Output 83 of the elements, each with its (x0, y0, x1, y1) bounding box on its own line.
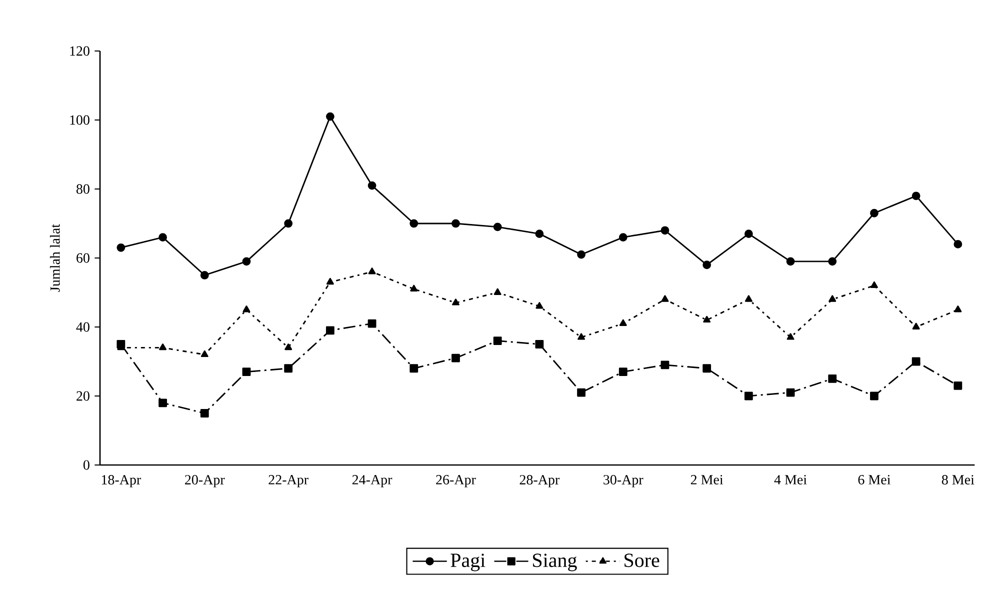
point (828, 374, 837, 383)
point (158, 398, 167, 408)
point (494, 288, 502, 295)
point (535, 230, 544, 238)
point (158, 233, 167, 242)
point (493, 336, 502, 345)
point (368, 268, 376, 274)
point (577, 388, 586, 397)
point (452, 219, 460, 228)
point (284, 219, 293, 228)
y-tick-label: 120 (70, 46, 90, 56)
point (618, 368, 628, 376)
x-tick-label: 28-Apr (520, 475, 560, 488)
y-tick-label: 40 (76, 322, 90, 332)
y-tick-label: 100 (70, 115, 90, 125)
point (744, 230, 753, 238)
y-tick-label: 0 (83, 460, 90, 470)
point (200, 350, 208, 358)
point (159, 343, 167, 350)
point (326, 326, 334, 335)
point (368, 319, 376, 328)
point (242, 257, 251, 266)
x-tick-label: 20-Apr (185, 475, 225, 488)
point (786, 257, 795, 266)
point (744, 392, 753, 400)
point (786, 333, 794, 340)
point (200, 409, 209, 418)
point (284, 343, 292, 350)
point (954, 306, 962, 312)
y-tick-label: 60 (76, 253, 90, 263)
point (452, 298, 460, 306)
x-tick-label: 4 Mei (774, 475, 807, 484)
point (578, 333, 586, 340)
point (660, 360, 670, 370)
point (870, 208, 878, 218)
point (954, 381, 962, 390)
x-tick-label: 30-Apr (604, 475, 644, 488)
x-tick-label: 8 Mei (942, 475, 974, 484)
point (536, 302, 544, 309)
legend-label: Siang (533, 554, 577, 572)
point (452, 354, 460, 362)
point (410, 219, 418, 228)
point (410, 364, 418, 373)
y-tick-label: 80 (76, 184, 90, 194)
point (744, 295, 752, 302)
point (326, 278, 334, 285)
point (828, 295, 836, 302)
x-tick-label: 2 Mei (690, 475, 724, 484)
legend-label: Pagi (450, 554, 486, 572)
point (912, 322, 920, 330)
legend-label: Sore (624, 554, 660, 568)
x-tick-label: 22-Apr (268, 475, 308, 488)
point (368, 181, 376, 190)
point (493, 222, 502, 232)
point (702, 260, 712, 270)
point (242, 368, 251, 376)
point (410, 284, 418, 292)
point (661, 295, 669, 302)
point (912, 192, 920, 200)
point (618, 233, 628, 242)
point (326, 112, 334, 121)
x-tick-label: 18-Apr (102, 475, 142, 488)
point (703, 316, 711, 323)
x-tick-label: 6 Mei (858, 475, 890, 484)
point (828, 257, 837, 266)
y-axis-title: Jumlah lalat (50, 224, 60, 292)
x-tick-label: 26-Apr (436, 475, 476, 488)
y-tick-label: 20 (76, 391, 90, 401)
point (619, 319, 627, 326)
point (870, 281, 878, 288)
point (200, 271, 209, 280)
point (912, 357, 920, 366)
point (660, 226, 670, 235)
point (577, 250, 586, 259)
point (116, 243, 126, 252)
point (954, 240, 962, 248)
x-tick-label: 24-Apr (352, 475, 392, 488)
point (284, 364, 293, 373)
point (702, 364, 712, 373)
point (242, 306, 250, 312)
point (535, 340, 544, 348)
point (870, 392, 878, 400)
point (786, 388, 795, 397)
